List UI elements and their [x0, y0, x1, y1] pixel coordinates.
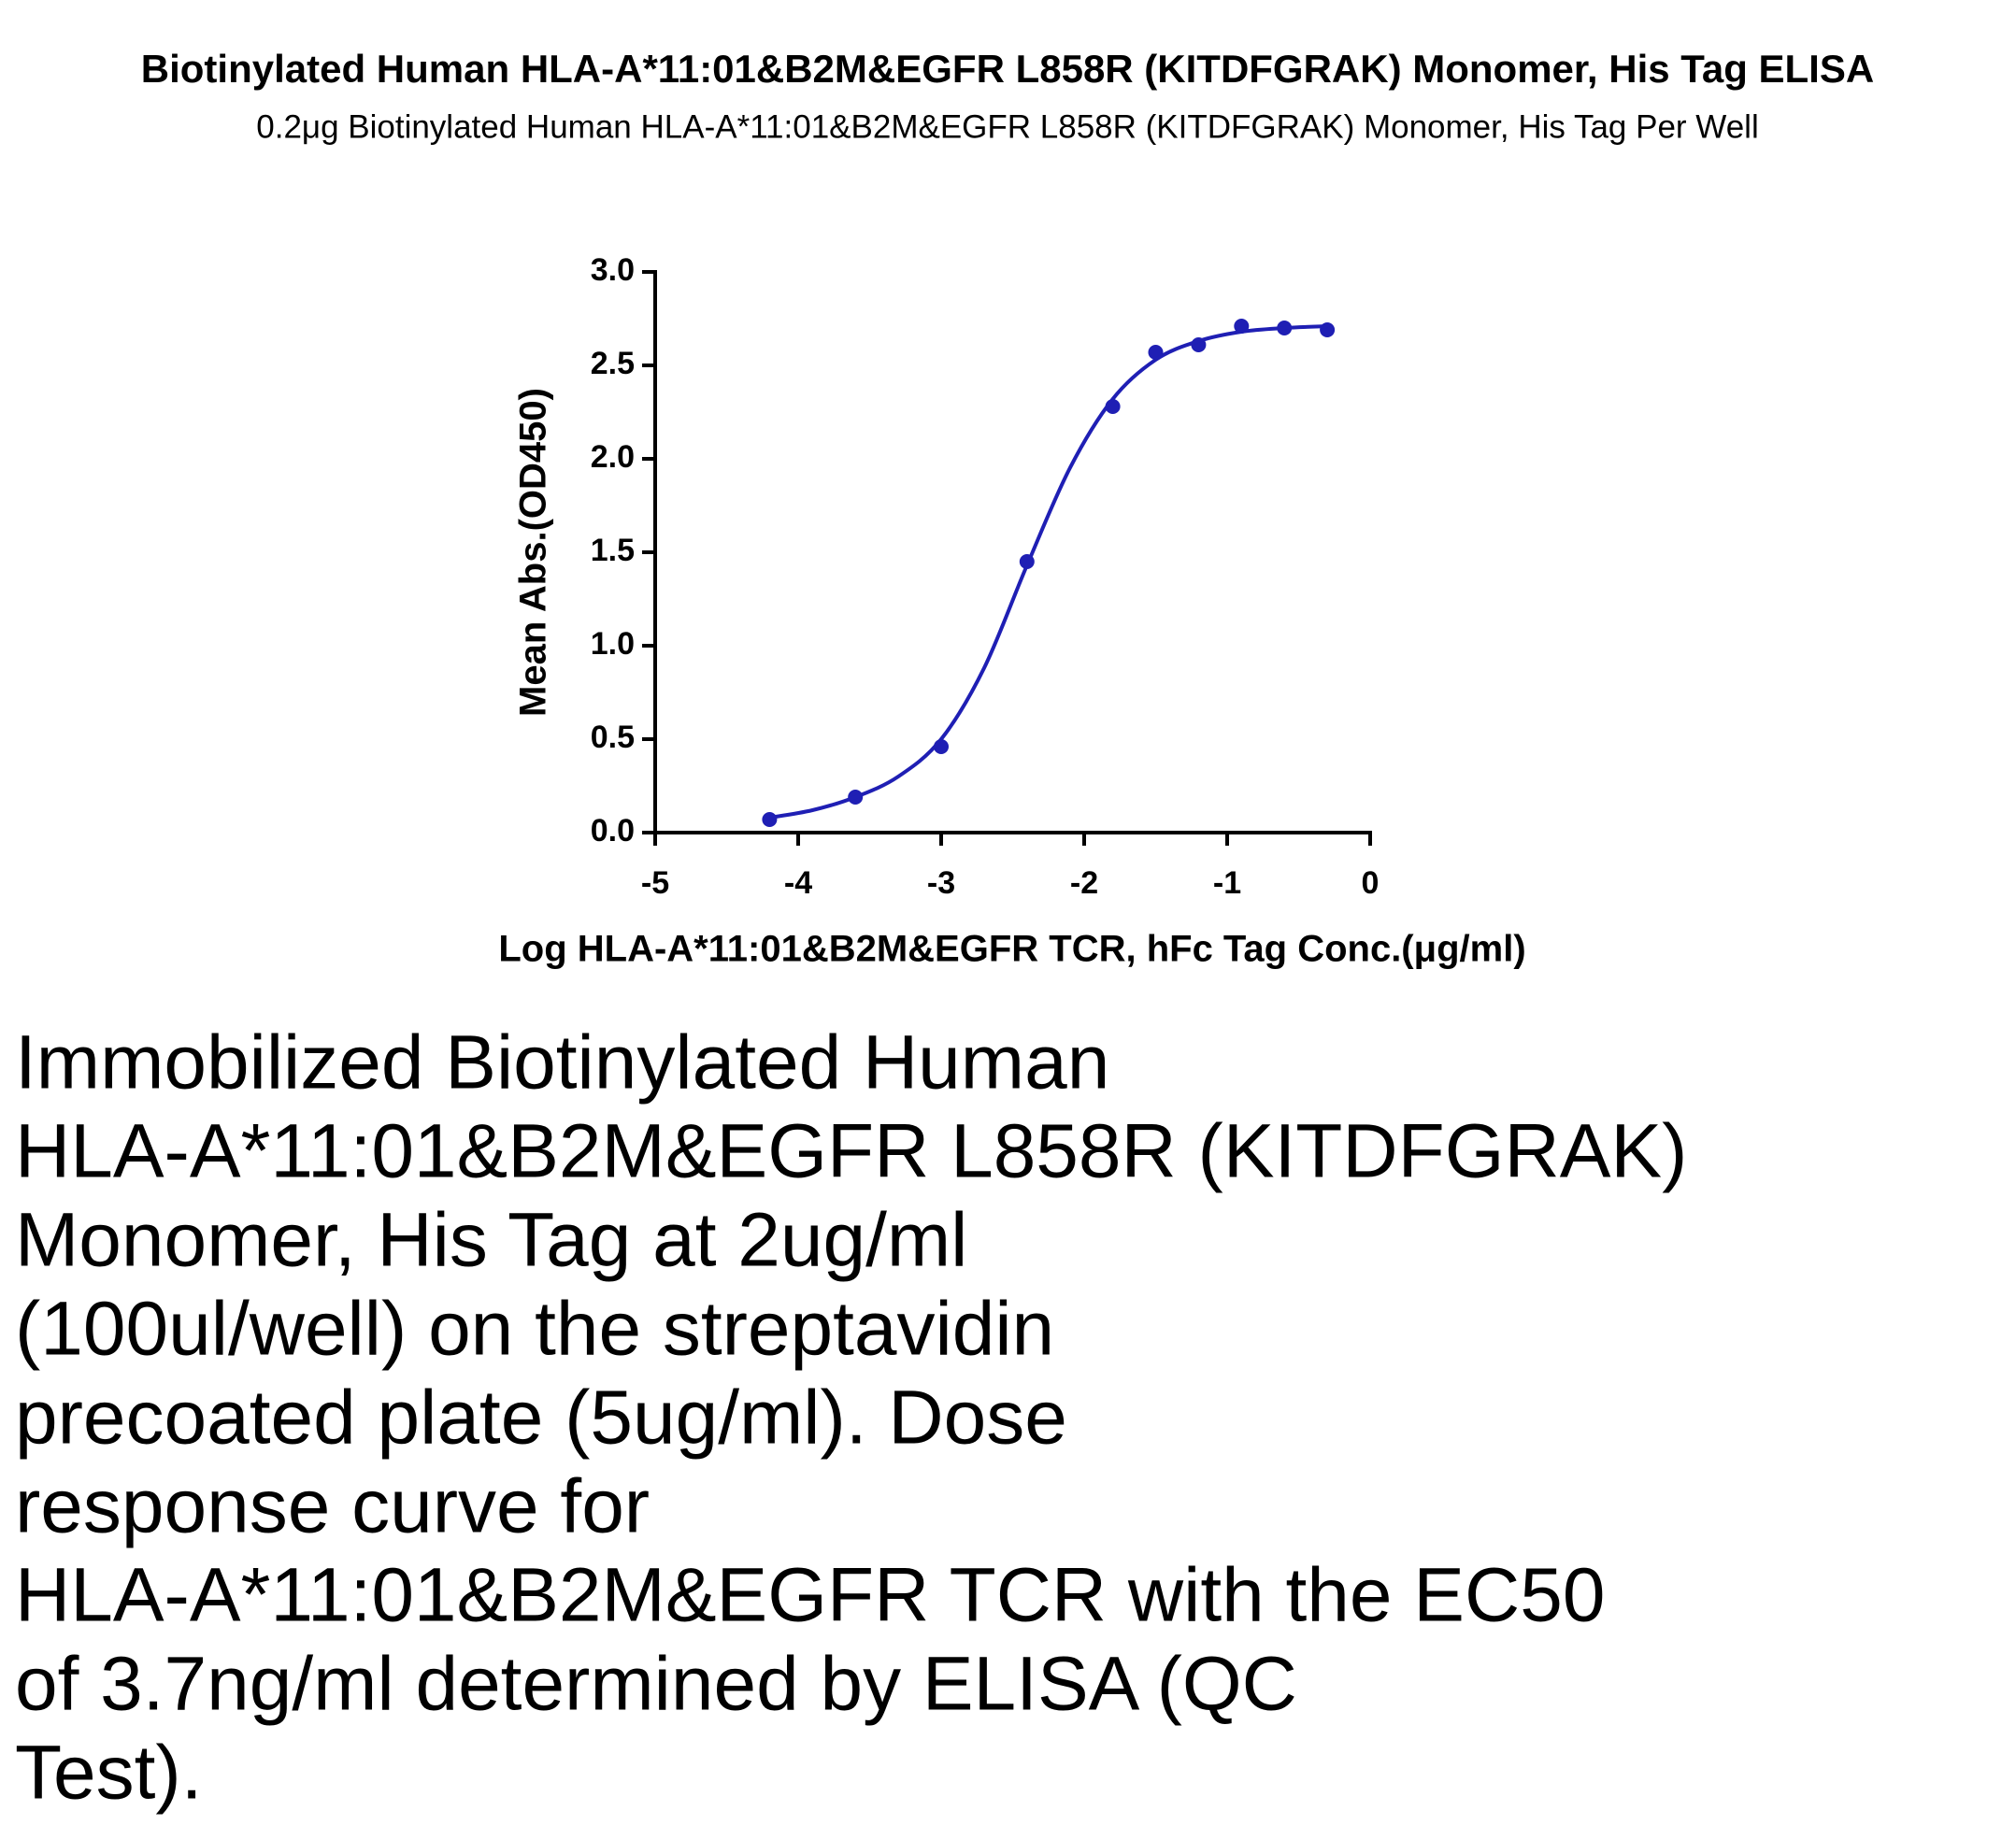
- chart-subtitle: 0.2μg Biotinylated Human HLA-A*11:01&B2M…: [256, 108, 1758, 145]
- x-tick-label: -5: [641, 865, 669, 901]
- chart-title: Biotinylated Human HLA-A*11:01&B2M&EGFR …: [141, 47, 1874, 91]
- description-line: (100ul/well) on the streptavidin: [15, 1287, 1054, 1372]
- y-axis-label: Mean Abs.(OD450): [513, 388, 554, 717]
- description-line: of 3.7ng/ml determined by ELISA (QC: [15, 1642, 1297, 1727]
- y-tick-label: 1.0: [591, 626, 635, 662]
- y-tick-label: 0.0: [591, 813, 635, 848]
- description-line: Monomer, His Tag at 2ug/ml: [15, 1198, 967, 1283]
- y-tick-label: 2.0: [591, 439, 635, 475]
- y-tick-label: 0.5: [591, 720, 635, 755]
- x-tick-label: -2: [1070, 865, 1098, 901]
- description-line: HLA-A*11:01&B2M&EGFR L858R (KITDFGRAK): [15, 1109, 1687, 1194]
- description-line: response curve for: [15, 1464, 650, 1549]
- x-tick-label: -1: [1213, 865, 1241, 901]
- description-line: HLA-A*11:01&B2M&EGFR TCR with the EC50: [15, 1553, 1605, 1638]
- x-tick-label: 0: [1362, 865, 1380, 901]
- y-tick-label: 1.5: [591, 533, 635, 568]
- description-line: Test).: [15, 1731, 202, 1816]
- x-tick-label: -4: [784, 865, 812, 901]
- fit-curve: [769, 324, 1328, 820]
- x-tick-label: -3: [927, 865, 955, 901]
- description-line: precoated plate (5ug/ml). Dose: [15, 1376, 1067, 1461]
- x-axis-label: Log HLA-A*11:01&B2M&EGFR TCR, hFc Tag Co…: [498, 929, 1525, 970]
- y-tick-label: 2.5: [591, 346, 635, 381]
- data-point: [762, 812, 778, 827]
- description-line: Immobilized Biotinylated Human: [15, 1020, 1109, 1105]
- y-tick-label: 3.0: [591, 252, 635, 288]
